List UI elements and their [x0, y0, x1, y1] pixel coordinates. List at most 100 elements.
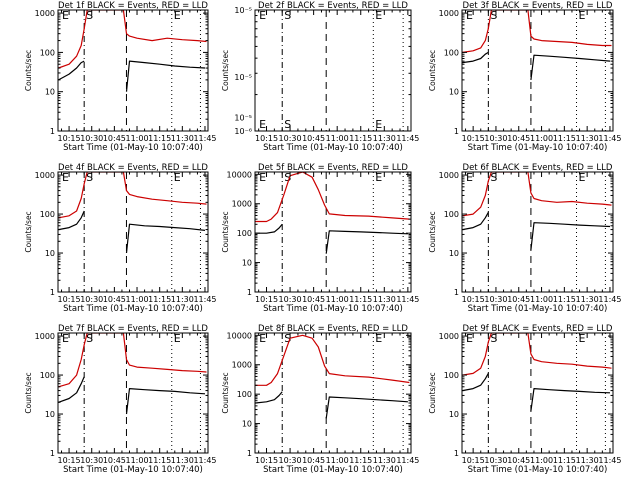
panel-title: Det 3f BLACK = Events, RED = LLD	[463, 1, 613, 11]
y-tick-label: 1	[454, 127, 459, 136]
x-tick-label: 10:15	[58, 456, 81, 465]
x-tick-label: 10:15	[462, 295, 485, 304]
x-tick-label: 11:45	[396, 295, 419, 304]
x-tick-label: 11:30	[373, 295, 396, 304]
y-tick-label: 10	[449, 410, 459, 419]
plot-frame	[57, 332, 209, 454]
y-tick-label: 100	[444, 210, 459, 219]
y-tick-label: 1	[454, 449, 459, 458]
x-tick-label: 11:30	[576, 456, 599, 465]
plot-frame	[57, 171, 209, 293]
marker-label: E	[579, 332, 586, 345]
marker-label: S	[86, 171, 93, 184]
y-tick-label: 1	[50, 449, 55, 458]
y-tick-label: 1000	[232, 200, 252, 209]
y-tick-label: 10	[45, 88, 55, 97]
plot-frame	[57, 9, 209, 132]
x-tick-label: 10:15	[255, 134, 278, 143]
y-tick-label: 1000	[439, 171, 459, 180]
marker-label: E	[174, 332, 181, 345]
marker-label: S	[284, 332, 291, 345]
marker-label: E	[579, 171, 586, 184]
series-group	[58, 172, 207, 254]
x-tick-label: 11:15	[148, 134, 171, 143]
marker-label: E	[259, 332, 266, 345]
x-tick-label: 11:00	[326, 456, 349, 465]
x-tick-label: 11:00	[530, 456, 553, 465]
y-tick-label: 10000	[227, 170, 252, 179]
x-tick-label: 11:45	[193, 295, 216, 304]
x-axis-label: Start Time (01-May-10 10:07:40)	[263, 465, 403, 475]
y-tick-label: 10	[449, 249, 459, 258]
lld-series-line	[255, 334, 410, 386]
marker-label: E	[62, 332, 69, 345]
x-tick-label: 11:30	[576, 134, 599, 143]
marker-label: E	[62, 9, 69, 22]
y-tick-label: 100	[40, 371, 55, 380]
plot-frame	[254, 9, 412, 132]
marker-label: S	[284, 171, 291, 184]
x-tick-label: 10:15	[255, 456, 278, 465]
x-tick-label: 11:15	[553, 456, 576, 465]
lld-series-line	[58, 333, 207, 388]
series-group	[462, 333, 612, 411]
x-tick-label: 11:30	[373, 134, 396, 143]
y-tick-label: 100	[40, 210, 55, 219]
y-tick-label: 10⁻⁵	[234, 73, 252, 82]
x-tick-label: 10:45	[302, 295, 325, 304]
x-tick-label: 10:45	[103, 456, 126, 465]
events-series-line	[255, 391, 408, 419]
marker-label: E	[375, 171, 382, 184]
x-tick-label: 10:30	[80, 456, 103, 465]
x-tick-label: 11:45	[396, 134, 419, 143]
y-axis-label: Counts/sec	[24, 50, 33, 91]
panel-title: Det 1f BLACK = Events, RED = LLD	[58, 1, 208, 11]
x-tick-label: 10:30	[484, 134, 507, 143]
marker-label: E	[466, 171, 473, 184]
x-tick-label: 11:45	[598, 456, 621, 465]
x-tick-label: 10:45	[103, 295, 126, 304]
marker-label: E	[259, 171, 266, 184]
marker-label: S	[86, 9, 93, 22]
x-tick-label: 11:00	[125, 456, 148, 465]
y-tick-label: 10	[45, 410, 55, 419]
lld-series-line	[462, 10, 612, 53]
x-tick-label: 10:30	[80, 295, 103, 304]
y-tick-label: 100	[444, 48, 459, 57]
series-group	[255, 172, 410, 254]
x-tick-label: 11:15	[349, 295, 372, 304]
y-tick-label: 1000	[35, 332, 55, 341]
marker-label: S	[490, 9, 497, 22]
marker-label: E	[259, 9, 266, 22]
y-tick-label: 10⁻⁵	[234, 6, 252, 15]
x-tick-label: 10:30	[484, 295, 507, 304]
y-tick-label: 100	[237, 229, 252, 238]
x-tick-label: 10:30	[279, 295, 302, 304]
x-tick-label: 11:45	[193, 456, 216, 465]
marker-label: E	[375, 332, 382, 345]
y-tick-label: 10	[45, 249, 55, 258]
y-tick-label: 100	[444, 371, 459, 380]
series-group	[255, 334, 410, 419]
series-group	[462, 10, 612, 80]
x-tick-label: 10:45	[507, 295, 530, 304]
marker-label: E	[375, 9, 382, 22]
x-tick-label: 11:45	[598, 134, 621, 143]
x-tick-label: 10:30	[279, 134, 302, 143]
panel-title: Det 6f BLACK = Events, RED = LLD	[463, 163, 613, 173]
x-tick-label: 10:15	[462, 456, 485, 465]
x-tick-label: 10:45	[302, 134, 325, 143]
x-tick-label: 11:00	[326, 134, 349, 143]
y-tick-label: 10000	[227, 331, 252, 340]
y-tick-label: 10	[449, 88, 459, 97]
x-tick-label: 11:00	[530, 295, 553, 304]
y-tick-label: 1	[454, 288, 459, 297]
events-series-line	[58, 376, 206, 415]
x-axis-label: Start Time (01-May-10 10:07:40)	[63, 304, 203, 314]
y-tick-label: 1000	[35, 9, 55, 18]
x-tick-label: 11:15	[349, 456, 372, 465]
